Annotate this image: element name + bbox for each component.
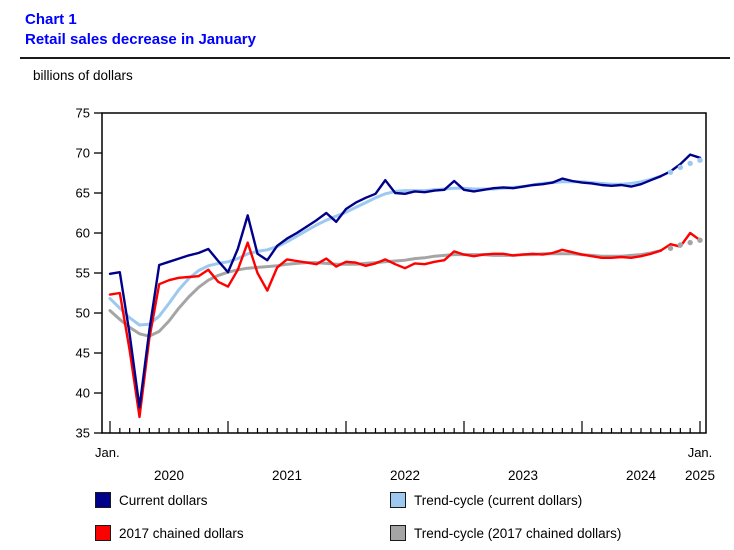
forecast-dot	[677, 164, 684, 171]
current-dollars-swatch-icon	[95, 492, 111, 508]
forecast-dot	[697, 237, 703, 243]
y-tick-label: 55	[76, 266, 90, 281]
series-line-1	[108, 174, 663, 327]
y-tick-label: 45	[76, 346, 90, 361]
forecast-dot	[687, 239, 693, 246]
chart-header: Chart 1 Retail sales decrease in January	[25, 10, 256, 50]
legend-label: Trend-cycle (2017 chained dollars)	[414, 525, 622, 541]
year-label: 2025	[685, 468, 715, 483]
legend-item-trend-current: Trend-cycle (current dollars)	[390, 492, 715, 508]
year-label: 2020	[154, 468, 184, 483]
page-title: Retail sales decrease in January	[25, 31, 256, 48]
chart-area: 35 40 45 50 55 60 65 70 75 Jan. Jan. 2020 2021 2022 2…	[76, 106, 715, 484]
y-axis-unit-label: billions of dollars	[33, 68, 133, 83]
year-label: 2022	[390, 468, 420, 483]
series-line-2	[108, 231, 702, 419]
trend-forecast-dots	[667, 157, 703, 251]
plot-border	[101, 112, 707, 434]
forecast-dot	[667, 245, 674, 251]
y-tick-label: 65	[76, 186, 90, 201]
y-tick-label: 70	[76, 146, 90, 161]
plot-frame	[101, 112, 707, 434]
forecast-dot	[697, 157, 703, 163]
year-label: 2024	[626, 468, 657, 483]
chart-number: Chart 1	[25, 11, 77, 28]
series-line-0	[108, 153, 702, 409]
legend-item-trend-chained: Trend-cycle (2017 chained dollars)	[390, 525, 715, 541]
legend-label: 2017 chained dollars	[119, 525, 244, 541]
x-start-label: Jan.	[95, 445, 120, 460]
chained-dollars-swatch-icon	[95, 525, 111, 541]
forecast-dot	[687, 160, 693, 167]
y-tick-label: 50	[76, 306, 90, 321]
y-tick-label: 75	[76, 106, 90, 121]
forecast-dot	[667, 169, 674, 175]
year-label: 2021	[272, 468, 302, 483]
y-tick-label: 60	[76, 226, 90, 241]
series-line-3	[108, 249, 663, 338]
legend-item-current-dollars: Current dollars	[95, 492, 390, 508]
legend: Current dollars Trend-cycle (current dol…	[95, 492, 715, 541]
legend-label: Current dollars	[119, 492, 208, 508]
x-axis: Jan. Jan. 2020 2021 2022 2023 2024 2025	[95, 421, 715, 483]
legend-label: Trend-cycle (current dollars)	[414, 492, 583, 508]
y-axis: 35 40 45 50 55 60 65 70 75	[76, 106, 102, 441]
y-tick-label: 35	[76, 426, 90, 441]
trend-current-swatch-icon	[390, 492, 406, 508]
x-end-label: Jan.	[688, 445, 713, 460]
trend-chained-swatch-icon	[390, 525, 406, 541]
series-lines	[108, 153, 702, 419]
retail-sales-chart: 35 40 45 50 55 60 65 70 75 Jan. Jan. 2020 2021 2022 2…	[76, 106, 715, 484]
forecast-dot	[677, 242, 684, 248]
y-tick-label: 40	[76, 386, 90, 401]
header-rule	[20, 57, 730, 59]
legend-item-2017-chained: 2017 chained dollars	[95, 525, 390, 541]
year-label: 2023	[508, 468, 538, 483]
